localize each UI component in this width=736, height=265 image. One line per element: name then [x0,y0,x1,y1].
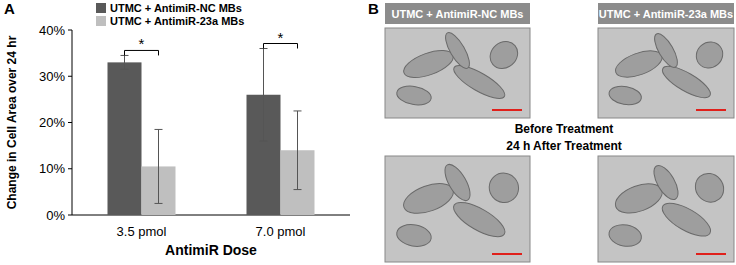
y-tick [68,168,72,169]
y-tick [68,122,72,123]
micrograph-bg [385,28,530,118]
cell-shape [691,37,728,74]
cell-shape [483,167,524,208]
y-tick [68,30,72,31]
x-tick-label: 3.5 pmol [117,224,167,239]
error-bar [297,111,298,190]
figure: A 0% 10% 20% 30% 40% Change in Cell Area over … [0,0,736,265]
legend: UTMC + AntimiR-NC MBsUTMC + AntimiR-23a … [96,2,244,27]
bar [108,62,142,215]
row-label: Before Treatment [515,122,614,136]
column-header-bg [385,3,530,24]
y-tick [68,215,72,216]
error-cap [155,203,163,204]
cell-shape [658,197,716,243]
y-axis-title: Change in Cell Area over 24 hr [5,35,19,209]
y-tick-label: 30% [39,69,65,84]
cell-shape [607,222,643,249]
error-bar [124,55,125,69]
plot-area [108,49,315,216]
cell-shape [395,84,432,108]
cell-shape [690,168,730,208]
micrograph [598,156,734,262]
error-bar [263,49,264,142]
micrograph-bg [385,156,530,262]
error-cap [294,110,302,111]
cell-shape [440,161,475,205]
cell-shape [395,222,433,249]
cell-shape [400,45,456,83]
error-cap [294,189,302,190]
legend-swatch [96,3,106,13]
legend-label: UTMC + AntimiR-NC MBs [110,2,242,14]
cell-shape [608,84,643,107]
scale-bar [696,253,726,255]
cell-shape [449,196,510,243]
error-bar [158,129,159,203]
panel-label: A [4,0,15,17]
x-axis-title: AntimiR Dose [165,242,257,258]
y-tick-label: 0% [46,208,65,223]
significance-mark: * [139,35,145,52]
micrograph-bg [598,156,734,262]
cell-shape [649,162,683,203]
error-cap [121,69,129,70]
column-header-bg [598,3,734,24]
panel-label: B [368,0,379,17]
cell-shape [612,45,665,82]
cell-shape [441,29,474,71]
y-tick [68,76,72,77]
scale-bar [492,109,522,111]
scale-bar [492,253,522,255]
y-tick-label: 40% [39,23,65,38]
micrograph [598,28,734,118]
x-tick-label: 7.0 pmol [256,224,306,239]
row-label: 24 h After Treatment [506,139,622,153]
column-header: UTMC + AntimiR-NC MBs [392,8,524,20]
micrograph [385,156,530,262]
significance-mark: * [278,29,284,46]
overlay: ** [125,29,298,56]
micrograph [385,28,530,118]
error-cap [155,129,163,130]
cell-shape [650,30,682,70]
legend-swatch [96,16,106,26]
y-tick-label: 10% [39,161,65,176]
error-cap [260,141,268,142]
scale-bar [696,109,726,111]
y-tick-label: 20% [39,115,65,130]
micrograph-bg [598,28,734,118]
legend-label: UTMC + AntimiR-23a MBs [110,15,244,27]
cell-shape [485,36,523,74]
column-header: UTMC + AntimiR-23a MBs [599,8,733,20]
